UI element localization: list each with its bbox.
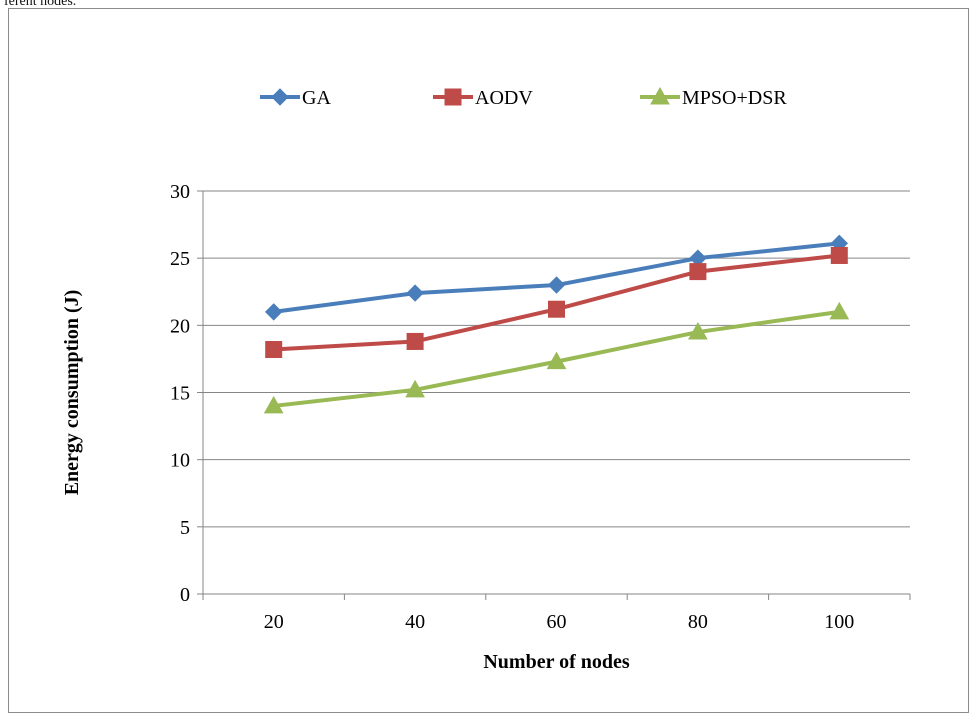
data-point-ga — [264, 303, 283, 321]
y-tick-label: 5 — [180, 517, 190, 539]
data-point-aodv — [265, 341, 283, 359]
y-tick-label: 25 — [170, 248, 190, 270]
y-tick-label: 0 — [180, 584, 190, 606]
series-aodv — [265, 246, 848, 359]
series-layer — [263, 234, 850, 414]
data-point-mpso-dsr — [405, 379, 425, 398]
legend-item-ga: GA — [260, 87, 331, 109]
x-axis-title: Number of nodes — [483, 651, 630, 673]
data-point-ga — [406, 284, 424, 302]
y-tick-label: 10 — [170, 450, 190, 472]
data-point-mpso-dsr — [688, 322, 708, 340]
x-tick-label: 60 — [547, 611, 567, 633]
chart-frame — [8, 8, 969, 713]
x-tick-label: 20 — [264, 611, 284, 633]
legend-item-mpso-dsr: MPSO+DSR — [640, 86, 787, 109]
series-mpso-dsr — [263, 301, 850, 414]
data-point-mpso-dsr — [829, 301, 850, 320]
legend-item-aodv: AODV — [433, 87, 533, 109]
y-tick-label: 20 — [170, 315, 190, 337]
grid-lines — [203, 190, 910, 528]
data-point-aodv — [689, 263, 707, 281]
y-tick-labels: 0 5 10 15 20 25 30 — [170, 181, 190, 606]
data-point-aodv — [406, 332, 424, 350]
x-tick-label: 40 — [405, 611, 425, 633]
caption-fragment: ferent nodes. — [4, 0, 77, 9]
legend-marker-ga — [271, 88, 289, 106]
legend-marker-aodv — [444, 88, 462, 106]
x-tick-labels: 20 40 60 80 100 — [264, 611, 855, 633]
legend-label-mpso-dsr: MPSO+DSR — [682, 87, 787, 109]
axes — [197, 190, 911, 600]
legend: GA AODV MPSO+DSR — [260, 86, 787, 109]
x-tick-label: 80 — [688, 611, 708, 633]
data-point-mpso-dsr — [263, 395, 284, 414]
legend-marker-mpso-dsr — [650, 86, 670, 105]
data-point-mpso-dsr — [546, 351, 567, 370]
y-axis-title: Energy consumption (J) — [61, 290, 83, 496]
y-tick-label: 30 — [170, 181, 190, 203]
data-point-aodv — [830, 246, 848, 264]
legend-label-ga: GA — [302, 87, 331, 109]
x-tick-label: 100 — [824, 611, 854, 633]
y-tick-label: 15 — [170, 383, 190, 405]
legend-label-aodv: AODV — [475, 87, 533, 109]
data-point-aodv — [548, 300, 565, 318]
data-point-ga — [547, 276, 566, 294]
